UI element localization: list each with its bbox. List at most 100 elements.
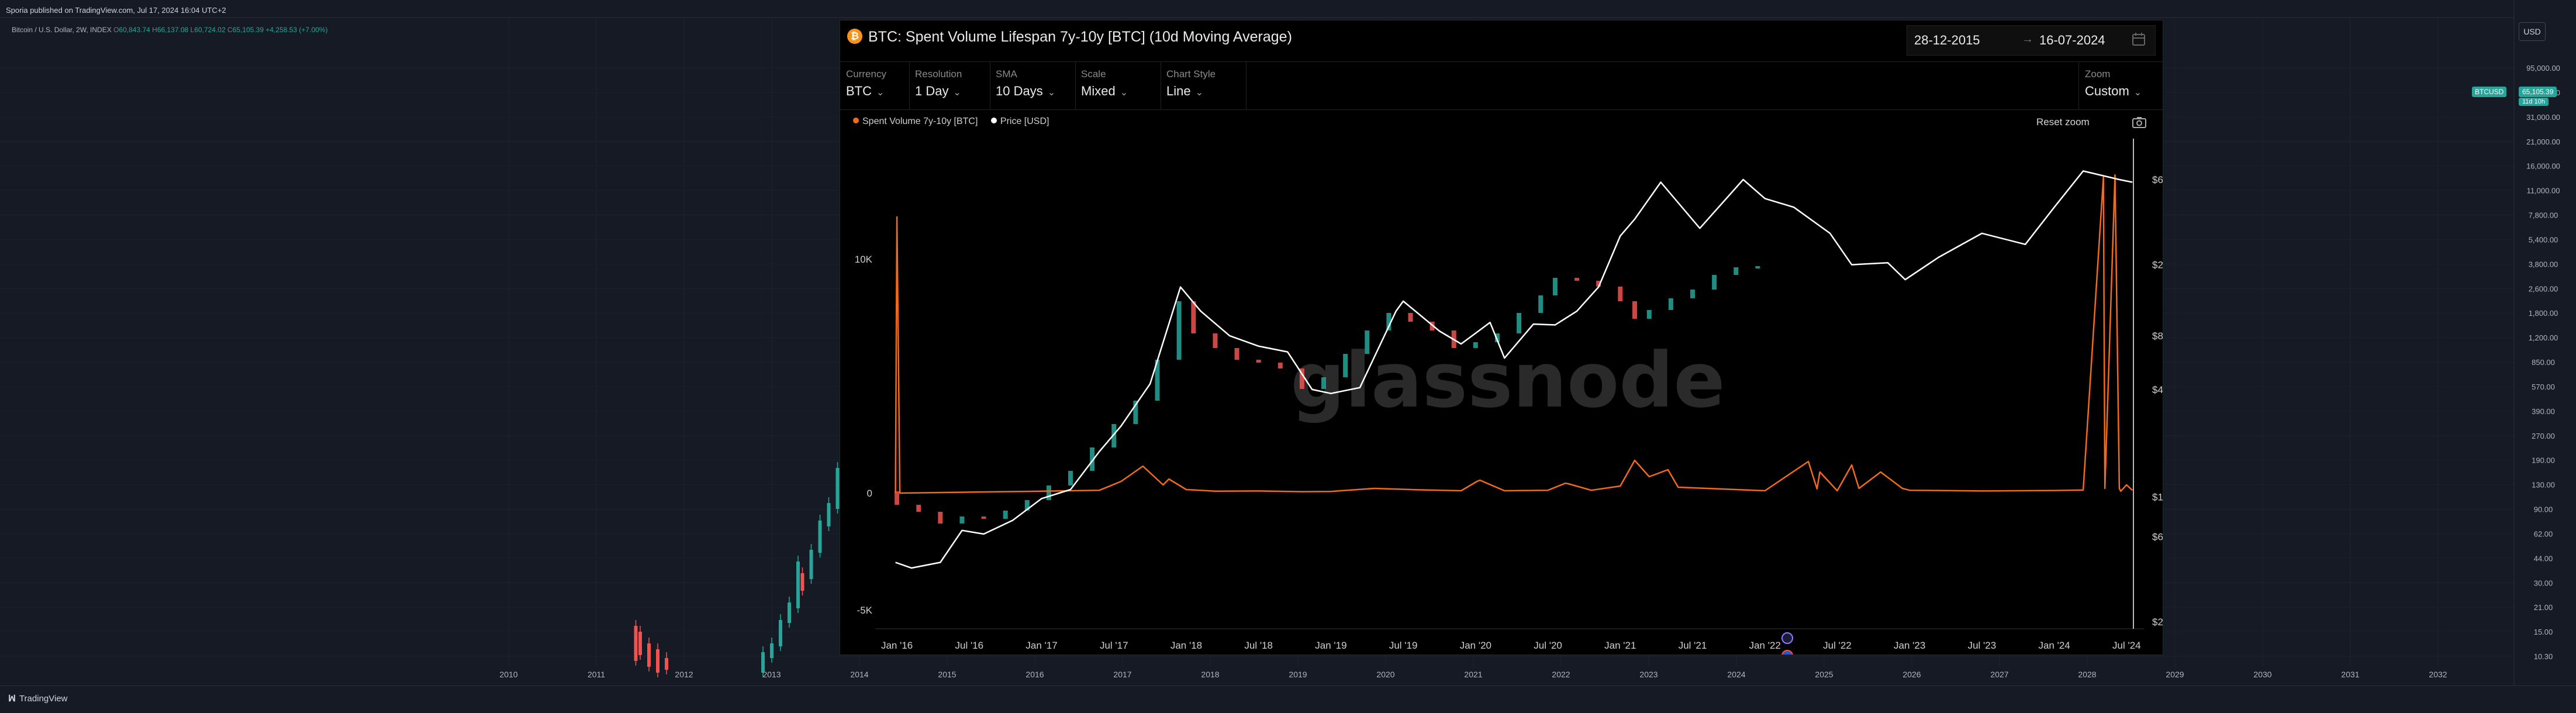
candle-body — [1668, 298, 1673, 310]
glassnode-watermark: glassnode — [1290, 336, 1725, 425]
candle-body — [1256, 360, 1261, 363]
candle-body — [634, 626, 638, 661]
candle-body — [1111, 424, 1117, 447]
candle-body — [1517, 313, 1522, 333]
candle-body — [1176, 301, 1182, 360]
candle-body — [779, 620, 782, 646]
price-scale-label: 190.00 — [2532, 456, 2555, 465]
sma-dropdown[interactable]: SMA 10 Days ⌄ — [990, 61, 1076, 109]
symbol-ohlc-legend: Bitcoin / U.S. Dollar, 2W, INDEX O60,843… — [12, 26, 327, 34]
candle-body — [1690, 290, 1696, 298]
candle-body — [788, 602, 791, 623]
currency-dropdown[interactable]: Currency BTC ⌄ — [840, 61, 910, 109]
series-price-line[interactable] — [895, 170, 2133, 569]
time-axis-label: 2018 — [1201, 670, 1219, 679]
scale-label: Scale — [1081, 68, 1106, 80]
chart-style-dropdown[interactable]: Chart Style Line ⌄ — [1161, 61, 1246, 109]
open-value: 60,843.74 — [119, 26, 150, 34]
currency-selector[interactable]: USD — [2519, 22, 2546, 41]
right-axis-tick: $60k — [2152, 174, 2163, 185]
candle-body — [647, 643, 651, 667]
time-axis-label: 2011 — [588, 670, 605, 679]
event-marker-icon[interactable] — [1781, 650, 1793, 655]
reset-zoom-button[interactable]: Reset zoom — [2036, 116, 2090, 128]
candle-body — [1429, 322, 1435, 330]
candle-body — [796, 562, 800, 608]
right-axis-tick: $4k — [2152, 384, 2163, 395]
price-scale-label: 1,800.00 — [2529, 309, 2558, 318]
time-axis-label: 2015 — [938, 670, 956, 679]
glassnode-chart-panel: glassnode 10K 0 -5K $60k $20k $8k $4k $1k $600 $20… — [840, 20, 2163, 655]
candle-body — [1191, 301, 1196, 333]
time-axis-label: 2031 — [2341, 670, 2359, 679]
event-marker-icon[interactable] — [1781, 632, 1793, 644]
price-scale-label: 570.00 — [2532, 383, 2555, 391]
zoom-dropdown[interactable]: Zoom Custom ⌄ — [2078, 61, 2163, 109]
price-scale-label: 16,000.00 — [2526, 162, 2560, 171]
currency-value: BTC — [846, 84, 872, 98]
legend-label-price: Price [USD] — [1000, 116, 1049, 126]
zoom-label: Zoom — [2085, 68, 2111, 80]
time-axis-label: 2024 — [1727, 670, 1745, 679]
high-value: 66,137.08 — [157, 26, 189, 34]
price-tag-value: 65,105.39 — [2519, 87, 2557, 97]
scale-dropdown[interactable]: Scale Mixed ⌄ — [1075, 61, 1161, 109]
x-axis-tick: Jan '19 — [1315, 640, 1346, 651]
candle-body — [1133, 401, 1138, 424]
x-axis-tick: Jul '24 — [2112, 640, 2141, 651]
zoom-value: Custom — [2085, 84, 2129, 98]
candle-body — [818, 521, 822, 553]
candle-body — [665, 658, 668, 670]
candle-body — [800, 573, 804, 591]
camera-icon[interactable] — [2132, 116, 2146, 128]
legend-item-spent-volume[interactable]: Spent Volume 7y-10y [BTC] — [853, 116, 978, 126]
resolution-dropdown[interactable]: Resolution 1 Day ⌄ — [909, 61, 990, 109]
candle-body — [1213, 333, 1218, 348]
candle-body — [1596, 281, 1601, 287]
chevron-down-icon: ⌄ — [953, 88, 961, 98]
price-scale-label: 95,000.00 — [2526, 64, 2560, 73]
close-label: C — [227, 26, 233, 34]
open-label: O — [113, 26, 119, 34]
price-tag-countdown: 11d 10h — [2519, 98, 2549, 106]
price-tag-symbol: BTCUSD — [2472, 87, 2507, 97]
x-axis-tick: Jan '18 — [1170, 640, 1202, 651]
time-axis-label: 2012 — [675, 670, 693, 679]
glassnode-chart[interactable]: glassnode 10K 0 -5K $60k $20k $8k $4k $1k $600 $20… — [840, 20, 2163, 655]
right-axis-tick: $20k — [2152, 260, 2163, 271]
calendar-icon[interactable] — [2132, 32, 2146, 47]
price-scale-label: 390.00 — [2532, 407, 2555, 416]
x-axis-tick: Jul '19 — [1389, 640, 1418, 651]
chevron-down-icon: ⌄ — [1195, 88, 1203, 98]
currency-label: Currency — [846, 68, 886, 80]
high-label: H — [152, 26, 157, 34]
last-price-tag: BTCUSD 65,105.39 11d 10h — [2472, 87, 2560, 106]
candle-body — [1712, 275, 1717, 290]
tradingview-logo[interactable]: ꟽ TradingView — [8, 693, 68, 704]
low-value: 60,724.02 — [194, 26, 226, 34]
chevron-down-icon: ⌄ — [2133, 88, 2142, 98]
time-axis-label: 2021 — [1464, 670, 1482, 679]
candle-body — [1386, 313, 1391, 330]
date-start[interactable]: 28-12-2015 — [1914, 33, 1980, 47]
legend-item-price[interactable]: Price [USD] — [990, 116, 1049, 126]
chart-legend: Spent Volume 7y-10y [BTC] Price [USD] — [853, 116, 1049, 127]
candle-body — [1090, 447, 1095, 471]
series-spent-volume-line[interactable] — [895, 174, 2133, 494]
candle-body — [1343, 354, 1348, 377]
date-end[interactable]: 16-07-2024 — [2039, 33, 2105, 47]
candle-body — [1003, 511, 1008, 519]
date-range-picker[interactable]: 28-12-2015 → 16-07-2024 — [1907, 25, 2156, 56]
tradingview-mark-icon: ꟽ — [8, 694, 16, 704]
chevron-down-icon: ⌄ — [876, 88, 885, 98]
time-axis-label: 2030 — [2253, 670, 2271, 679]
candle-body — [1618, 287, 1623, 301]
candle-body — [981, 516, 986, 519]
time-axis-label: 2019 — [1289, 670, 1307, 679]
candle-body — [656, 649, 659, 673]
sma-label: SMA — [996, 68, 1017, 80]
resolution-value: 1 Day — [915, 84, 949, 98]
x-axis-tick: Jul '20 — [1534, 640, 1562, 651]
candle-body — [1155, 360, 1160, 401]
price-scale-label: 31,000.00 — [2526, 113, 2560, 122]
